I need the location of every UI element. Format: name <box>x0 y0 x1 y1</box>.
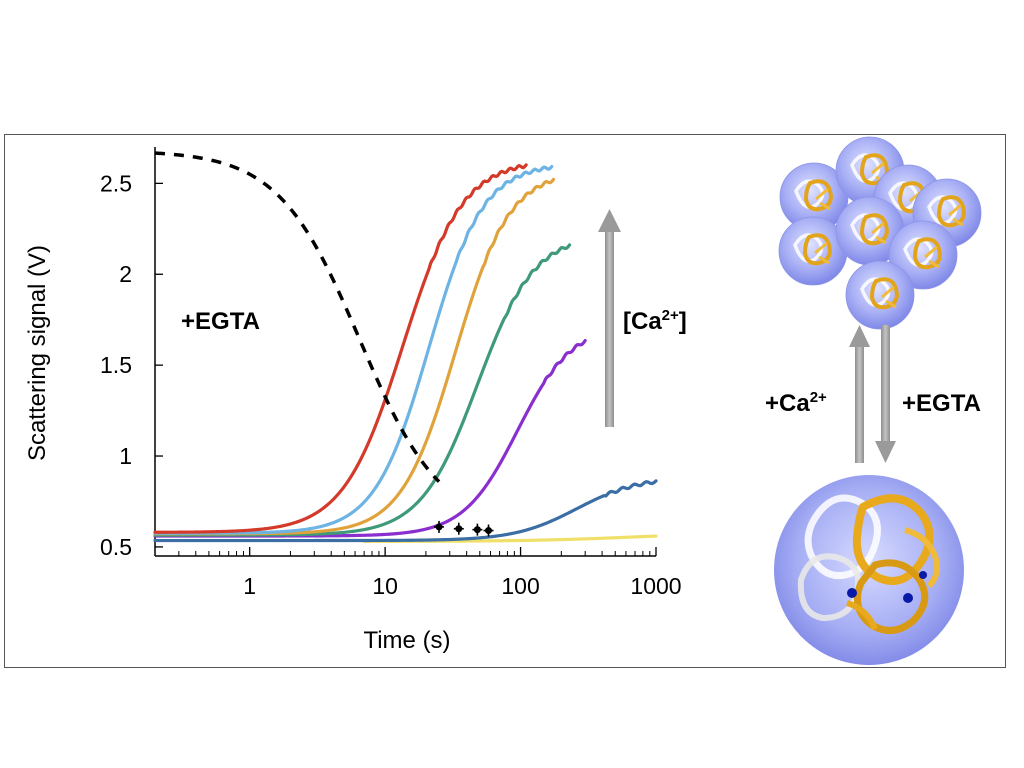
scattering-chart: 1 10 100 1000 0.5 1 1.5 2 2.5 Time (s) Scatterin… <box>24 136 982 665</box>
y-tick-label: 2.5 <box>100 170 132 196</box>
error-point <box>435 523 443 531</box>
protein-ribbon-gold <box>912 237 942 270</box>
protein-aggregate-cluster <box>778 136 982 330</box>
series-line <box>153 177 556 536</box>
protein-ribbon-gold <box>815 187 831 211</box>
dissociation-arrow-down <box>875 325 896 463</box>
y-tick-label: 1.5 <box>100 352 132 378</box>
x-tick-label: 10 <box>372 573 398 599</box>
protein-ribbon-gold <box>936 195 966 228</box>
protein-ribbon-gold <box>859 153 889 186</box>
aggregation-arrow-up <box>849 325 870 463</box>
ca-increase-arrow <box>598 209 621 427</box>
series-line <box>153 243 572 537</box>
protein-ribbon-gold <box>803 179 833 212</box>
y-axis-title: Scattering signal (V) <box>24 245 51 461</box>
aggregate-sphere <box>845 260 915 330</box>
y-tick-label: 0.5 <box>100 534 132 560</box>
protein-ribbon-gold <box>814 241 830 265</box>
error-point <box>455 525 463 533</box>
y-tick-label: 1 <box>119 443 132 469</box>
protein-ribbon-gold <box>859 213 889 246</box>
x-axis-title: Time (s) <box>363 627 450 654</box>
series-line <box>153 479 658 543</box>
ca-addition-label: +Ca2+ <box>765 389 827 417</box>
protein-ribbon-gold <box>871 221 887 245</box>
egta-annotation-left: +EGTA <box>181 308 260 335</box>
egta-dashed-curve <box>154 151 441 483</box>
aggregate-sphere <box>888 220 958 290</box>
protein-ribbon-gold <box>924 245 940 269</box>
ca-concentration-label: [Ca2+] <box>623 307 687 335</box>
x-tick-label: 1000 <box>630 573 681 599</box>
protein-ribbon-gold <box>881 285 897 309</box>
error-point <box>485 527 493 535</box>
protein-ribbon-gold <box>948 203 964 227</box>
y-tick-label: 2 <box>119 261 132 287</box>
figure-frame: 1 10 100 1000 0.5 1 1.5 2 2.5 Time (s) Scatterin… <box>4 134 1006 668</box>
series-line <box>153 163 528 534</box>
protein-ribbon-gold <box>802 233 832 266</box>
protein-monomer-sphere <box>774 475 964 665</box>
x-tick-label: 100 <box>501 573 539 599</box>
x-tick-label: 1 <box>243 573 256 599</box>
egta-annotation-right: +EGTA <box>902 390 981 417</box>
protein-ribbon-gold <box>869 277 899 310</box>
error-point <box>473 526 481 534</box>
